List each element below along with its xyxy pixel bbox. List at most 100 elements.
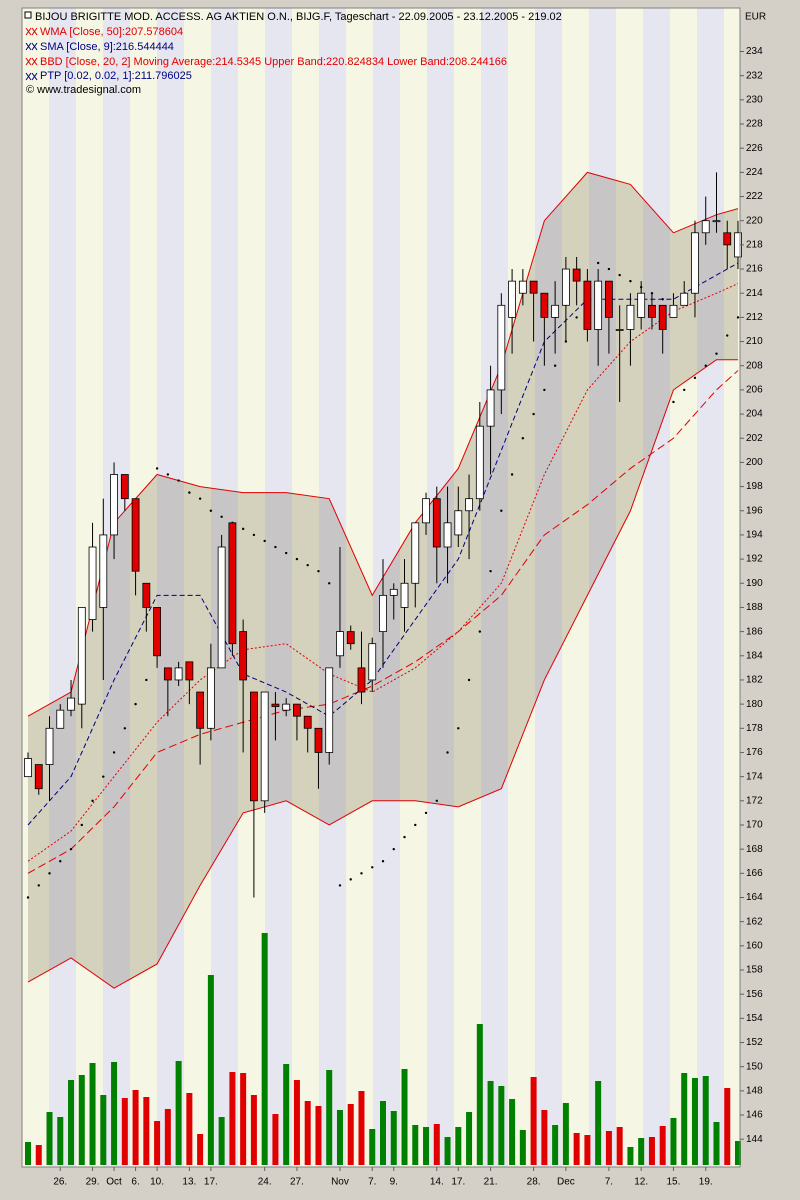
volume-bar [347,1104,354,1165]
ptp-dot [672,400,675,404]
x-tick-label: 7. [368,1177,376,1188]
volume-bar [261,933,268,1165]
y-tick-label: 234 [746,46,763,57]
chart-title: BIJOU BRIGITTE MOD. ACCESS. AG AKTIEN O.… [35,11,562,23]
candle-body [56,709,65,729]
ptp-dot [575,316,578,319]
volume-bar [186,1093,193,1165]
ptp-dot [123,727,127,730]
y-tick-label: 208 [746,360,763,371]
stripe [373,8,400,1167]
volume-bar [530,1077,537,1165]
candle-body [228,522,237,645]
candle-body [389,588,398,596]
volume-bar [433,1124,440,1165]
volume-bar [552,1125,559,1165]
ptp-dot [198,497,202,500]
volume-bar [164,1109,171,1165]
volume-bar [466,1112,473,1165]
legend-icon [25,42,38,51]
y-tick-label: 202 [746,433,763,444]
candle-body [88,546,97,620]
candle-body [325,667,334,753]
volume-bar [121,1098,128,1165]
x-tick-label: Nov [331,1177,349,1188]
volume-bar [89,1063,96,1165]
candle-body [142,582,151,608]
volume-bar [229,1072,236,1165]
candle-body [314,727,323,753]
y-tick-label: 152 [746,1037,763,1048]
candle-body [508,280,516,318]
ptp-dot [510,473,514,476]
x-tick-label: 19. [699,1177,713,1188]
ptp-dot [435,799,438,803]
volume-bar [154,1121,161,1165]
legend-icon [25,27,38,36]
candle-body [206,667,215,729]
y-tick-label: 144 [746,1134,763,1145]
volume-bar [648,1137,655,1165]
ptp-dot [188,491,191,494]
x-tick-label: 24. [258,1177,272,1188]
ptp-dot [102,775,105,778]
volume-bar [616,1127,623,1165]
candle-body [163,667,172,681]
y-tick-label: 186 [746,626,763,637]
candle-body [250,691,258,802]
volume-bar [638,1138,645,1165]
volume-bar [57,1117,64,1165]
y-tick-label: 210 [746,336,763,347]
ptp-dot [715,352,718,355]
x-tick-label: 17. [451,1177,465,1188]
x-tick-label: 28. [527,1177,541,1188]
volume-bar [541,1110,548,1165]
ptp-dot [446,751,449,754]
ptp-dot [59,860,62,863]
candle-body [153,607,161,657]
ptp-dot [360,872,363,875]
y-tick-label: 164 [746,892,763,903]
y-tick-label: 170 [746,820,763,831]
volume-bar [175,1061,182,1165]
stripe [454,8,481,1167]
volume-bar [691,1078,698,1165]
y-tick-label: 184 [746,650,763,661]
ptp-dot [112,751,116,754]
candle-body [572,268,581,282]
ptp-dot [306,563,309,567]
volume-bar [670,1118,677,1165]
stripe [670,8,697,1167]
ptp-dot [726,334,729,337]
volume-bar [207,975,214,1165]
y-tick-label: 148 [746,1086,763,1097]
candle-body [605,280,613,318]
candle-body [379,594,387,633]
volume-bar [35,1145,42,1165]
volume-bar [25,1142,31,1165]
legend-wma: WMA [Close, 50]:207.578604 [40,26,183,38]
candle-body [271,703,280,707]
ptp-dot [478,630,482,633]
volume-bar [272,1114,279,1165]
ptp-dot [521,437,525,440]
ptp-dot [553,364,557,367]
y-tick-label: 176 [746,747,763,758]
ptp-dot [489,569,492,573]
y-tick-label: 180 [746,699,763,710]
ptp-dot [704,364,707,367]
title-icon [24,11,32,19]
candle-body [723,232,732,246]
stripe [238,8,265,1167]
stripe [292,8,319,1167]
candle-body [626,304,635,330]
ptp-dot [91,799,94,803]
y-tick-label: 190 [746,578,763,589]
ptp-dot [661,298,664,301]
y-tick-label: 198 [746,481,763,492]
y-tick-label: 158 [746,965,763,976]
volume-bar [476,1024,483,1165]
ptp-dot [543,388,546,392]
candle-body [691,232,699,294]
